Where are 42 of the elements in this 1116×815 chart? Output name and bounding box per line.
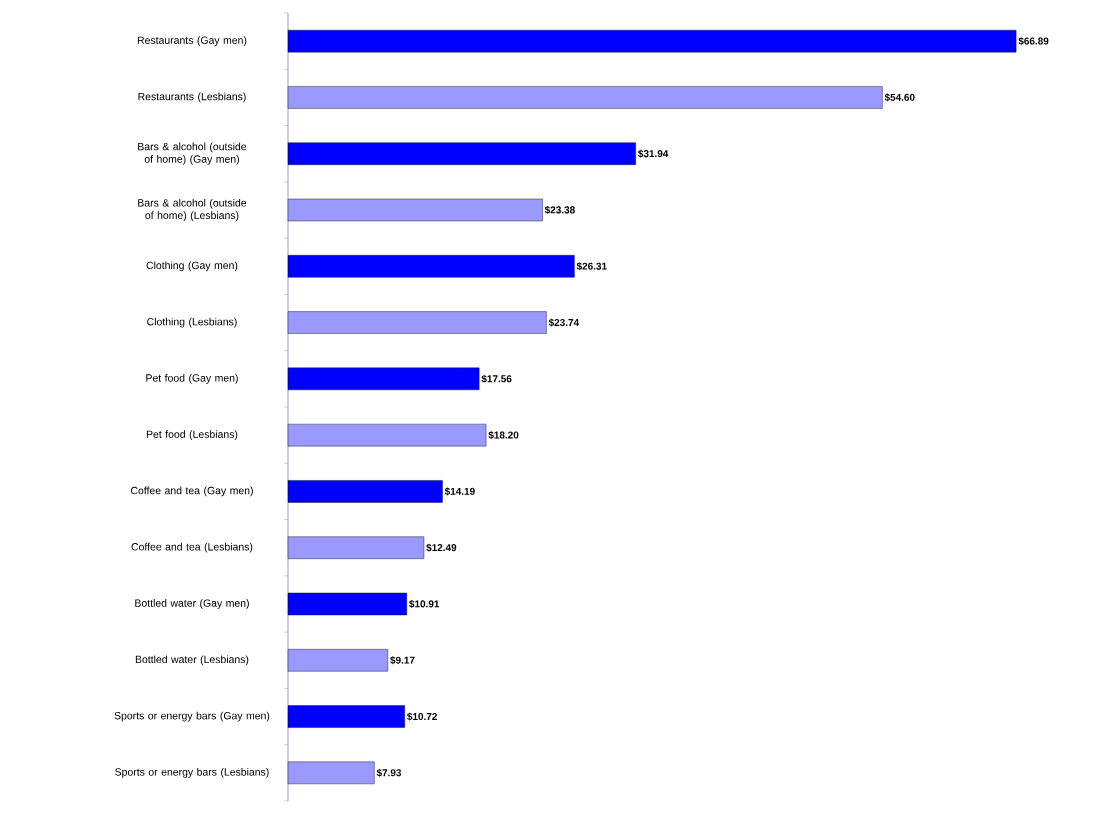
y-tick-label: Pet food (Lesbians) xyxy=(146,430,238,441)
data-label: $23.74 xyxy=(548,318,580,327)
data-label: $23.38 xyxy=(544,205,575,215)
data-label: $10.91 xyxy=(409,599,440,609)
bar xyxy=(287,423,487,447)
bar xyxy=(287,649,389,672)
data-label: $12.49 xyxy=(426,543,457,552)
y-tick-label: Restaurants (Lesbians) xyxy=(138,92,246,103)
data-label: $26.31 xyxy=(576,262,607,271)
bar xyxy=(287,29,1017,53)
data-label: $18.20 xyxy=(488,431,519,440)
bar xyxy=(287,142,636,165)
bar xyxy=(287,705,405,728)
bar xyxy=(287,311,547,334)
bar xyxy=(287,480,443,503)
y-tick-label: Clothing (Lesbians) xyxy=(147,317,237,328)
y-tick-label: Pet food (Gay men) xyxy=(146,373,238,384)
y-tick-label: Bars & alcohol (outside of home) (Lesbians) xyxy=(138,198,247,222)
data-label: $10.72 xyxy=(407,712,437,721)
bar xyxy=(287,592,407,616)
y-tick-label: Bars & alcohol (outside of home) (Gay men) xyxy=(138,142,247,165)
bar xyxy=(287,536,425,559)
data-label: $7.93 xyxy=(376,768,402,777)
data-label: $66.89 xyxy=(1018,37,1049,46)
bar xyxy=(287,367,480,391)
y-tick-label: Sports or energy bars (Lesbians) xyxy=(115,767,269,778)
y-tick-label: Bottled water (Gay men) xyxy=(135,599,249,609)
bar xyxy=(287,761,375,785)
data-label: $17.56 xyxy=(481,374,512,383)
y-tick-label: Bottled water (Lesbians) xyxy=(135,655,249,666)
y-tick-label: Clothing (Gay men) xyxy=(146,261,238,272)
data-label: $54.60 xyxy=(884,93,915,102)
data-label: $14.19 xyxy=(444,487,475,496)
data-label: $31.94 xyxy=(638,149,669,158)
y-tick-label: Restaurants (Gay men) xyxy=(137,36,247,47)
y-tick-label: Coffee and tea (Lesbians) xyxy=(131,542,253,553)
bar xyxy=(287,198,543,222)
bar xyxy=(287,255,575,278)
bar xyxy=(287,86,883,109)
data-label: $9.17 xyxy=(390,656,415,665)
y-tick-label: Sports or energy bars (Gay men) xyxy=(114,711,270,722)
y-tick-label: Coffee and tea (Gay men) xyxy=(130,486,253,497)
